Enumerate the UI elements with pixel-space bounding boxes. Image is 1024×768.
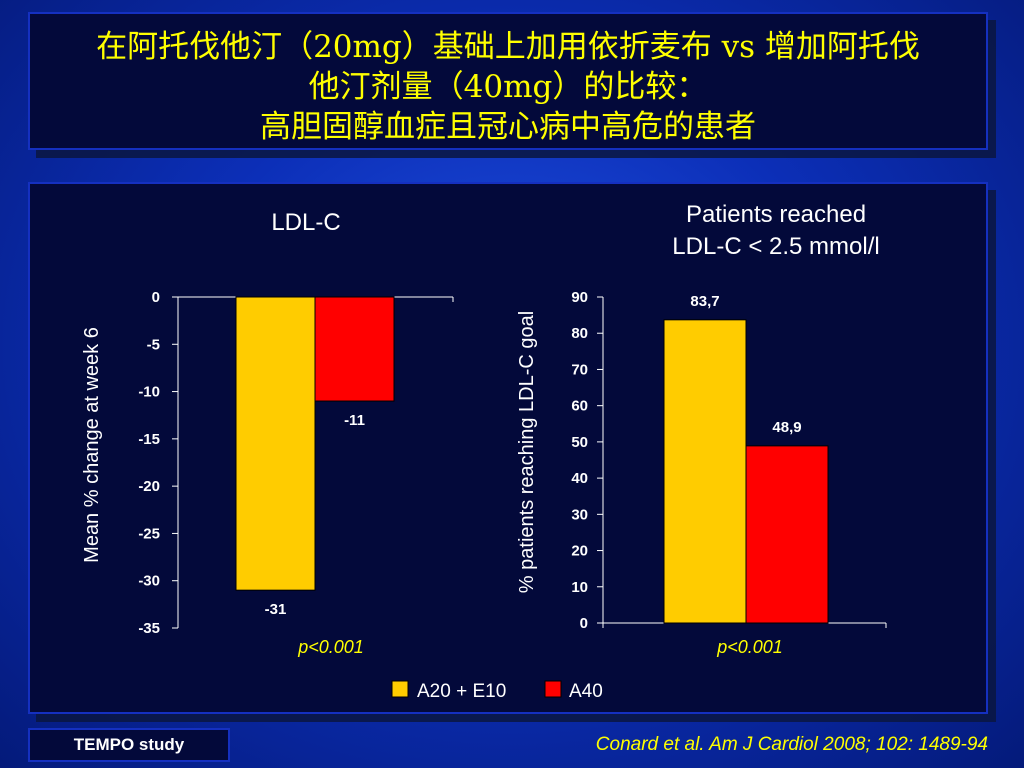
- citation: Conard et al. Am J Cardiol 2008; 102: 14…: [595, 734, 988, 755]
- title-panel: 在阿托伐他汀（20mg）基础上加用依折麦布 vs 增加阿托伐 他汀剂量（40mg…: [28, 12, 988, 150]
- legend-swatch-a20-e10: [391, 680, 409, 698]
- chart-1-tick-label: -25: [138, 525, 160, 542]
- chart-2-plot: 90 80 70 60 50 40 30 20 10 0 83,7 48,9: [571, 289, 887, 632]
- chart-2-tick-label: 90: [571, 289, 588, 306]
- legend-label-a20-e10: A20 + E10: [417, 681, 506, 702]
- chart-1-ylabel: Mean % change at week 6: [81, 327, 103, 563]
- chart-2-bar-a40: [745, 445, 829, 624]
- chart-2-title-line-2: LDL-C < 2.5 mmol/l: [672, 233, 879, 260]
- title-line-2: 他汀剂量（40mg）的比较：: [308, 69, 708, 105]
- chart-1-tick-label: -10: [138, 384, 160, 401]
- legend: A20 + E10 A40: [391, 680, 603, 702]
- study-label: TEMPO study: [28, 728, 230, 762]
- chart-2-tick-label: 50: [571, 434, 588, 451]
- chart-2-data-label: 83,7: [690, 293, 719, 310]
- legend-label-a40: A40: [569, 681, 603, 702]
- chart-1-data-label: -31: [265, 601, 287, 618]
- chart-2-tick-label: 80: [571, 325, 588, 342]
- chart-2-title-line-1: Patients reached: [686, 201, 866, 228]
- chart-2-ylabel: % patients reaching LDL-C goal: [516, 311, 538, 593]
- chart-2-data-label: 48,9: [772, 419, 801, 436]
- chart-1-tick-label: -35: [138, 620, 160, 637]
- chart-1-tick-label: -30: [138, 573, 160, 590]
- title-line-1: 在阿托伐他汀（20mg）基础上加用依折麦布 vs 增加阿托伐: [96, 29, 920, 65]
- chart-2-pvalue: p<0.001: [716, 637, 783, 657]
- chart-2-bar-a20-e10: [663, 319, 747, 624]
- chart-1-bar-a40: [314, 296, 395, 402]
- chart-1-plot: 0 -5 -10 -15 -20 -25 -30 -35 -31 -11: [138, 289, 454, 637]
- chart-1-pvalue: p<0.001: [297, 637, 364, 657]
- chart-1-bar-a20-e10: [235, 296, 316, 591]
- chart-1-tick-label: -15: [138, 431, 160, 448]
- chart-2-tick-label: 0: [580, 615, 588, 632]
- chart-1-data-label: -11: [344, 412, 365, 429]
- legend-swatch-a40: [544, 680, 562, 698]
- chart-1-tick-label: -5: [147, 336, 160, 353]
- chart-1-tick-label: 0: [152, 289, 160, 306]
- chart-2-tick-label: 20: [571, 543, 588, 560]
- chart-1-title: LDL-C: [271, 209, 340, 236]
- title-line-3: 高胆固醇血症且冠心病中高危的患者: [260, 109, 756, 145]
- chart-2-tick-label: 30: [571, 506, 588, 523]
- chart-2-tick-label: 10: [571, 579, 588, 596]
- chart-2-tick-label: 60: [571, 398, 588, 415]
- chart-2-tick-label: 70: [571, 361, 588, 378]
- chart-2-tick-label: 40: [571, 470, 588, 487]
- chart-1-tick-label: -20: [138, 478, 160, 495]
